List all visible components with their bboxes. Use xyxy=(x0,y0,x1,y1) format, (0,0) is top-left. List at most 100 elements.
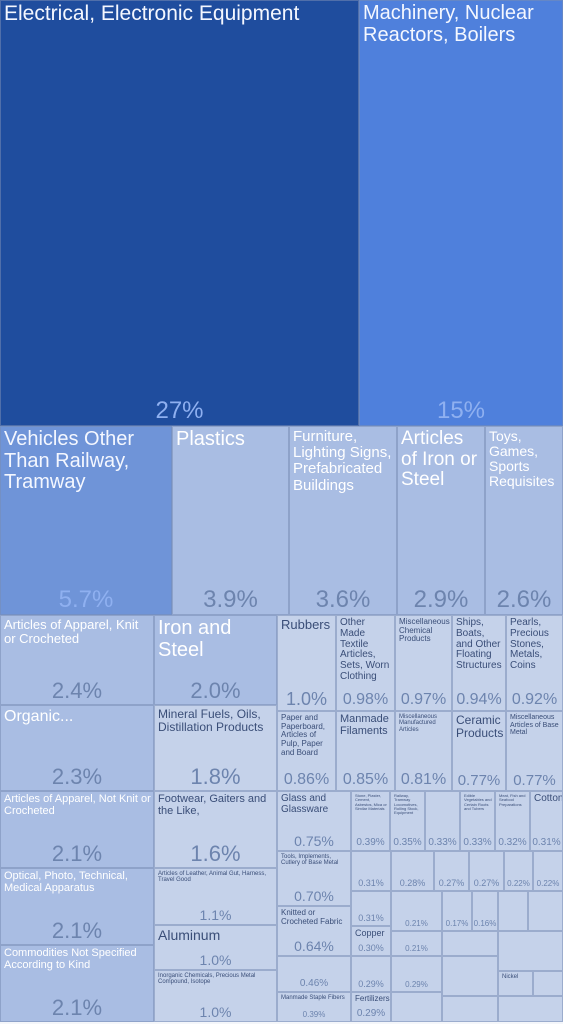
tile-value-label: 0.27% xyxy=(473,878,500,888)
tile-value-label: 0.70% xyxy=(294,888,334,904)
treemap-tile: Ceramic Products 0.77% xyxy=(452,711,506,791)
tile-value-label: 0.29% xyxy=(356,1008,386,1019)
tile-value-label: 0.28% xyxy=(399,878,426,888)
tile-value-label: 0.31% xyxy=(358,913,384,923)
tile-value-label: 5.7% xyxy=(58,586,114,613)
tile-value-label: 2.4% xyxy=(51,678,103,703)
treemap-tile: Edible Vegetables and Certain Roots and … xyxy=(460,791,495,851)
treemap-tile: Cotton 0.31% xyxy=(530,791,563,851)
treemap-tile: Meat, Fish and Seafood Preparations 0.32% xyxy=(495,791,530,851)
tile-label: Machinery, Nuclear Reactors, Boilers xyxy=(363,2,534,46)
tile-label: Railway, Tramway Locomotives, Rolling St… xyxy=(394,793,419,816)
treemap-tile: Aluminum 1.0% xyxy=(154,925,277,970)
treemap-tile: Optical, Photo, Technical, Medical Appar… xyxy=(0,868,154,945)
tile-value-label: 0.81% xyxy=(400,771,447,788)
tile-value-label: 0.22% xyxy=(536,879,560,888)
tile-value-label: 15% xyxy=(436,397,486,424)
tile-label: Organic... xyxy=(4,708,74,725)
tile-value-label: 2.3% xyxy=(51,764,103,789)
tile-label: Miscellaneous Articles of Base Metal xyxy=(510,714,559,737)
treemap-tile: 0.17% xyxy=(442,891,472,931)
tile-value-label: 2.1% xyxy=(51,841,103,866)
tile-value-label: 0.21% xyxy=(405,919,428,928)
treemap-tile: 0.22% xyxy=(533,851,563,891)
treemap-tile: 0.31% xyxy=(351,891,391,926)
treemap-tile: 0.28% xyxy=(391,851,434,891)
treemap-tile: Fertilizers 0.29% xyxy=(351,992,391,1022)
tile-value-label: 0.46% xyxy=(299,978,329,989)
treemap-tile-small xyxy=(442,996,498,1022)
treemap-tile: Articles of Apparel, Not Knit or Crochet… xyxy=(0,791,154,868)
tile-value-label: 0.29% xyxy=(358,979,384,989)
treemap-tile: 0.27% xyxy=(434,851,469,891)
tile-value-label: 2.9% xyxy=(413,586,469,613)
tile-value-label: 0.39% xyxy=(302,1010,326,1019)
treemap-tile: Mineral Fuels, Oils, Distillation Produc… xyxy=(154,705,277,791)
tile-value-label: 0.16% xyxy=(473,919,497,928)
treemap-tile: Articles of Apparel, Knit or Crocheted 2.… xyxy=(0,615,154,705)
treemap-tile: 0.21% xyxy=(391,931,442,956)
tile-value-label: 0.77% xyxy=(513,772,556,789)
tile-label: Toys, Games, Sports Requisites xyxy=(489,428,555,490)
tile-value-label: 1.6% xyxy=(190,841,241,866)
tile-value-label: 0.31% xyxy=(358,878,384,888)
tile-label: Manmade Filaments xyxy=(340,713,389,737)
tile-value-label: 3.9% xyxy=(203,586,258,613)
tile-value-label: 0.86% xyxy=(283,771,330,788)
treemap-tile: Tools, Implements, Cutlery of Base Metal… xyxy=(277,851,351,906)
tile-value-label: 27% xyxy=(155,397,204,424)
tile-value-label: 3.6% xyxy=(315,586,371,613)
tile-label: Cotton xyxy=(534,793,563,804)
tile-label: Pearls, Precious Stones, Metals, Coins xyxy=(510,617,549,672)
treemap-tile-small xyxy=(442,956,498,996)
treemap-tile: Articles of Iron or Steel 2.9% xyxy=(397,426,485,615)
treemap-tile: Miscellaneous Manufactured Articles 0.81% xyxy=(395,711,452,791)
treemap-tile: Miscellaneous Chemical Products 0.97% xyxy=(395,615,452,711)
treemap-tile: Nickel xyxy=(498,971,533,996)
tile-value-label: 1.0% xyxy=(199,1004,232,1020)
tile-value-label: 2.6% xyxy=(496,586,552,613)
treemap-tile: Other Made Textile Articles, Sets, Worn … xyxy=(336,615,395,711)
tile-value-label: 0.31% xyxy=(532,837,561,848)
treemap-tile: Articles of Leather, Animal Gut, Harness… xyxy=(154,868,277,925)
tile-value-label: 1.0% xyxy=(285,689,328,709)
tile-value-label: 1.1% xyxy=(199,907,232,923)
tile-value-label: 0.39% xyxy=(356,837,385,848)
treemap-tile: Pearls, Precious Stones, Metals, Coins 0.… xyxy=(506,615,563,711)
tile-value-label: 0.94% xyxy=(456,691,502,708)
treemap-tile: Stone, Plaster, Cement, Asbestos, Mica o… xyxy=(351,791,390,851)
treemap-tile: Ships, Boats, and Other Floating Structu… xyxy=(452,615,506,711)
tile-value-label: 2.0% xyxy=(190,678,241,703)
treemap-tile: 0.27% xyxy=(469,851,504,891)
tile-value-label: 0.77% xyxy=(457,772,501,789)
treemap-tile: Miscellaneous Articles of Base Metal 0.77… xyxy=(506,711,563,791)
tile-value-label: 0.33% xyxy=(463,837,492,848)
tile-label: Commodities Not Specified According to K… xyxy=(4,947,137,971)
tile-label: Ships, Boats, and Other Floating Structu… xyxy=(456,617,502,672)
treemap-tile-small xyxy=(498,996,563,1022)
treemap-tile: Iron and Steel 2.0% xyxy=(154,615,277,705)
treemap-tile: 0.21% xyxy=(391,891,442,931)
tile-value-label: 0.33% xyxy=(428,837,457,848)
tile-label: Rubbers xyxy=(281,617,331,632)
treemap-tile: 0.29% xyxy=(351,956,391,992)
treemap-tile: 0.29% xyxy=(391,956,442,992)
treemap-tile: Paper and Paperboard, Articles of Pulp, … xyxy=(277,711,336,791)
tile-label: Electrical, Electronic Equipment xyxy=(4,2,300,25)
treemap-tile: Manmade Filaments 0.85% xyxy=(336,711,395,791)
treemap-tile: Machinery, Nuclear Reactors, Boilers 15% xyxy=(359,0,563,426)
tile-label: Stone, Plaster, Cement, Asbestos, Mica o… xyxy=(355,793,387,811)
treemap-tile: Railway, Tramway Locomotives, Rolling St… xyxy=(390,791,425,851)
tile-label: Glass and Glassware xyxy=(281,793,329,815)
tile-value-label: 0.97% xyxy=(400,691,447,708)
tile-label: Articles of Iron or Steel xyxy=(401,428,478,491)
tile-value-label: 1.0% xyxy=(199,952,232,968)
treemap-tile-small xyxy=(391,992,442,1022)
treemap-tile: Inorganic Chemicals, Precious Metal Comp… xyxy=(154,970,277,1022)
tile-label: Mineral Fuels, Oils, Distillation Produc… xyxy=(158,707,264,734)
tile-label: Manmade Staple Fibers xyxy=(281,995,345,1001)
treemap-tile: Organic... 2.3% xyxy=(0,705,154,791)
treemap-tile: Copper 0.30% xyxy=(351,926,391,956)
treemap-tile: 0.22% xyxy=(504,851,533,891)
